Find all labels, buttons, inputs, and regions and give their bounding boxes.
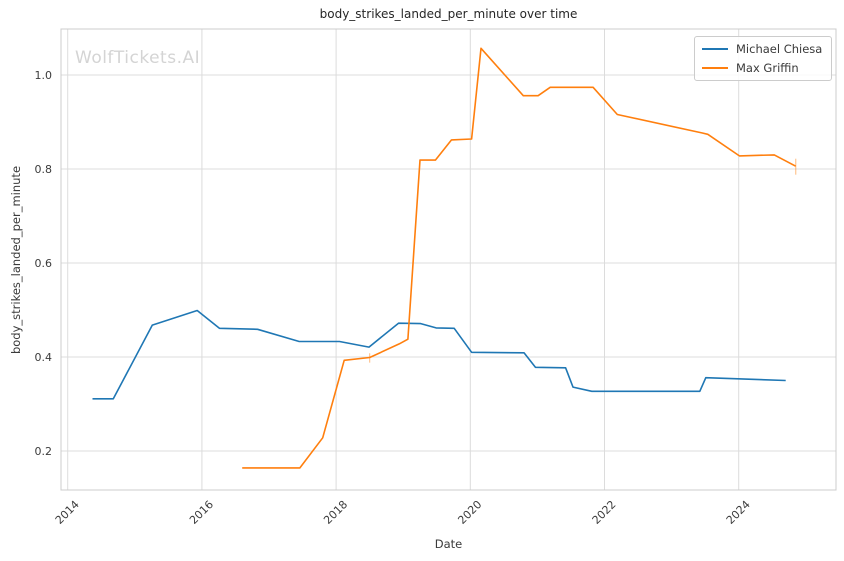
x-axis-label: Date <box>434 537 463 551</box>
legend-swatch-max-griffin <box>702 67 728 69</box>
tick-label-x-2022: 2022 <box>590 498 619 527</box>
tick-label-y-0.8: 0.8 <box>35 163 53 176</box>
legend-swatch-michael-chiesa <box>702 48 728 50</box>
series-line-max-griffin <box>242 47 797 469</box>
tick-label-x-2014: 2014 <box>53 498 82 527</box>
tick-label-y-1: 1.0 <box>35 69 53 82</box>
tick-label-y-0.6: 0.6 <box>35 257 53 270</box>
tick-label-y-0.2: 0.2 <box>35 445 53 458</box>
y-axis-label: body_strikes_landed_per_minute <box>9 165 23 355</box>
tick-label-x-2020: 2020 <box>455 498 484 527</box>
plot-border <box>60 28 837 491</box>
tick-label-x-2024: 2024 <box>724 498 753 527</box>
legend-item-max-griffin: Max Griffin <box>702 61 822 75</box>
tick-label-x-2016: 2016 <box>187 498 216 527</box>
watermark: WolfTickets.AI <box>75 48 201 68</box>
tick-label-x-2018: 2018 <box>321 498 350 527</box>
legend-label-michael-chiesa: Michael Chiesa <box>736 42 823 56</box>
legend-item-michael-chiesa: Michael Chiesa <box>702 42 822 56</box>
legend-label-max-griffin: Max Griffin <box>736 61 799 75</box>
tick-label-y-0.4: 0.4 <box>35 351 53 364</box>
chart-title: body_strikes_landed_per_minute over time <box>319 7 578 21</box>
series-line-michael-chiesa <box>92 309 786 400</box>
legend: Michael Chiesa Max Griffin <box>694 36 833 81</box>
